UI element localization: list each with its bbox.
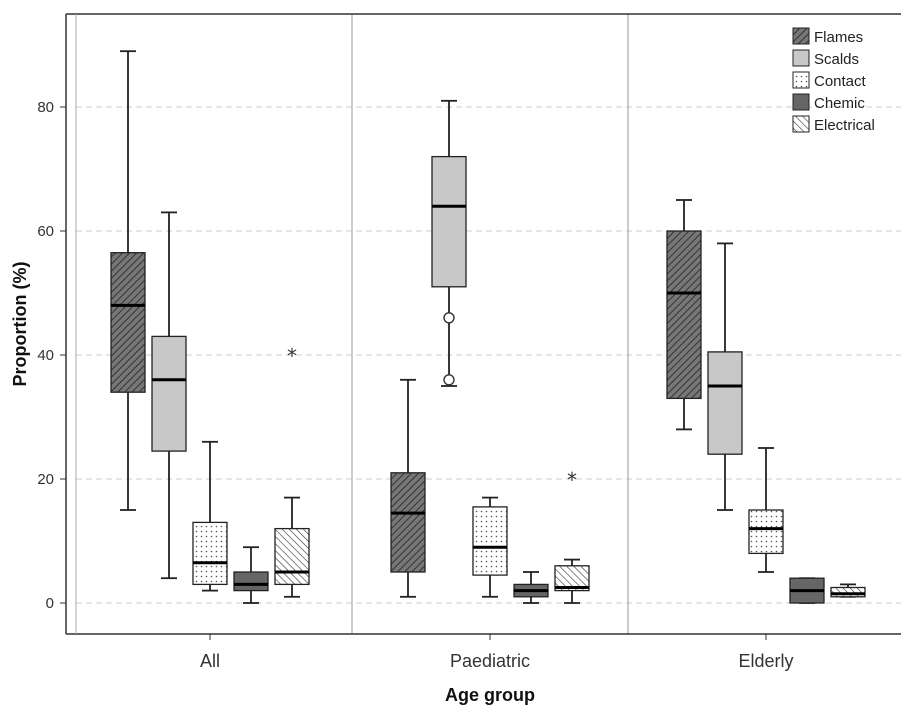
x-category-labels: All Paediatric Elderly <box>200 634 794 671</box>
legend-swatch-scalds <box>792 49 810 67</box>
box-iqr <box>390 472 426 573</box>
legend-swatch-chemic <box>792 93 810 111</box>
box-iqr <box>707 351 743 455</box>
box-contact-paediatric <box>472 496 508 598</box>
y-tick-label: 0 <box>46 595 54 612</box>
x-axis-title: Age group <box>445 685 535 705</box>
gridlines <box>76 106 901 604</box>
box-contact-all <box>192 440 228 592</box>
box-chemic-all <box>233 546 269 604</box>
y-tick-label: 60 <box>37 223 54 240</box>
legend-swatch-electrical <box>792 115 810 133</box>
box-flames-all <box>110 50 146 511</box>
outlier-point <box>443 312 455 324</box>
x-category-label: Elderly <box>738 651 793 671</box>
boxes: ** <box>110 50 866 604</box>
extreme-point: * <box>287 344 297 368</box>
box-iqr <box>830 586 866 598</box>
legend-label-scalds: Scalds <box>814 51 859 68</box>
legend-label-electrical: Electrical <box>814 117 875 134</box>
box-iqr <box>274 527 310 586</box>
box-iqr <box>151 335 187 452</box>
y-tick-label: 80 <box>37 99 54 116</box>
box-electrical-paediatric: * <box>554 468 590 604</box>
box-scalds-paediatric <box>431 99 467 387</box>
box-scalds-elderly <box>707 242 743 511</box>
box-flames-elderly <box>666 199 702 431</box>
legend-label-contact: Contact <box>814 73 867 90</box>
y-tick-label: 20 <box>37 471 54 488</box>
box-iqr <box>472 506 508 576</box>
extreme-point: * <box>567 468 577 492</box>
legend-swatch-flames <box>792 27 810 45</box>
y-ticks: 0 20 40 60 80 <box>37 99 66 612</box>
outlier-point <box>443 374 455 386</box>
x-category-label: All <box>200 651 220 671</box>
box-iqr <box>666 230 702 400</box>
box-iqr <box>748 509 784 555</box>
box-chemic-elderly <box>789 577 825 604</box>
legend-swatch-contact <box>792 71 810 89</box>
y-tick-label: 40 <box>37 347 54 364</box>
legend: Flames Scalds Contact Chemic Electrical <box>792 27 875 134</box>
y-axis-title: Proportion (%) <box>10 262 30 387</box>
box-flames-paediatric <box>390 378 426 598</box>
box-scalds-all <box>151 211 187 580</box>
box-iqr <box>110 252 146 393</box>
box-contact-elderly <box>748 447 784 573</box>
legend-label-chemic: Chemic <box>814 95 865 112</box>
box-electrical-elderly <box>830 583 866 598</box>
box-iqr <box>233 571 269 592</box>
legend-label-flames: Flames <box>814 29 863 46</box>
x-category-label: Paediatric <box>450 651 530 671</box>
box-iqr <box>192 521 228 586</box>
box-electrical-all: * <box>274 344 310 598</box>
box-chemic-paediatric <box>513 571 549 604</box>
box-iqr <box>431 155 467 288</box>
panel-separators <box>351 14 629 634</box>
